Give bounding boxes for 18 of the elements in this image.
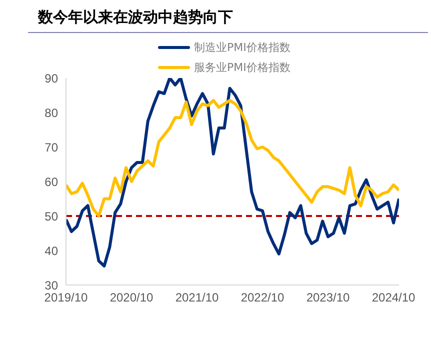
x-tick-label: 2021/10: [175, 290, 220, 305]
line-series: [66, 98, 399, 218]
x-tick-label: 2019/10: [44, 290, 88, 305]
x-tick-label: 2024/10: [372, 290, 416, 305]
y-tick-label: 70: [44, 140, 58, 154]
legend-label: 服务业PMI价格指数: [194, 60, 290, 74]
y-tick-label: 50: [44, 209, 58, 224]
y-tick-label: 40: [44, 244, 58, 258]
legend-label: 制造业PMI价格指数: [194, 40, 290, 54]
y-tick-label: 30: [44, 278, 58, 292]
y-tick-label: 80: [44, 106, 58, 120]
y-tick-label: 90: [44, 71, 58, 86]
x-tick-label: 2020/10: [110, 290, 154, 305]
line-series: [66, 78, 399, 268]
x-tick-label: 2022/10: [240, 290, 285, 305]
chart-title: 数今年以来在波动中趋势向下: [36, 8, 234, 28]
y-tick-label: 60: [44, 174, 58, 189]
x-tick-label: 2023/10: [306, 290, 350, 305]
